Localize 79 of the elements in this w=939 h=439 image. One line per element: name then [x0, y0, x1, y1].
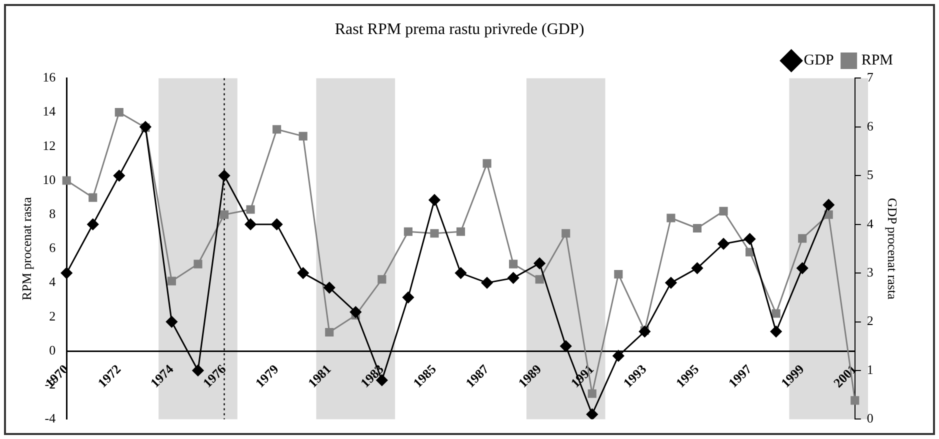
y-tick-label: 6 — [49, 240, 56, 256]
point — [534, 258, 546, 270]
point — [60, 267, 72, 279]
point — [691, 262, 703, 274]
point — [692, 224, 702, 233]
legend-label: GDP — [804, 52, 834, 69]
point — [402, 292, 414, 304]
y2-axis-title: GDP procenat rasta — [884, 198, 900, 300]
point — [481, 277, 493, 289]
point — [87, 218, 99, 230]
y2-tick-label: 1 — [866, 362, 874, 377]
point — [378, 275, 386, 284]
point — [824, 210, 833, 219]
point — [586, 408, 598, 420]
point — [770, 326, 782, 338]
y-tick-label: 0 — [49, 342, 56, 358]
point — [325, 328, 334, 337]
y-tick-label: 2 — [49, 308, 56, 324]
point — [272, 125, 282, 134]
y-tick-label: 12 — [42, 138, 56, 153]
point — [798, 234, 807, 243]
point — [614, 270, 623, 279]
y-tick-label: 10 — [42, 172, 56, 187]
point — [718, 238, 730, 250]
x-tick-label: 1981 — [304, 361, 334, 390]
point — [719, 206, 728, 216]
point — [298, 132, 308, 140]
point — [666, 214, 676, 222]
y2-tick-label: 0 — [866, 410, 874, 426]
point — [113, 170, 125, 182]
point — [588, 389, 596, 398]
point — [194, 260, 202, 268]
y-tick-label: 8 — [49, 206, 56, 222]
point — [62, 176, 71, 185]
y2-tick-label: 6 — [866, 118, 874, 134]
point — [166, 316, 178, 328]
point — [324, 282, 336, 294]
point — [455, 267, 466, 279]
y-tick-label: -4 — [44, 410, 56, 426]
point — [482, 159, 492, 168]
point — [192, 364, 204, 376]
point — [560, 340, 572, 352]
y2-tick-label: 3 — [866, 264, 874, 280]
point — [772, 309, 780, 318]
point — [88, 193, 98, 202]
y-axis-title: RPM procenat rasta — [19, 196, 34, 300]
point — [220, 210, 229, 219]
y-tick-label: 4 — [49, 274, 56, 290]
point — [404, 227, 412, 236]
point — [562, 229, 570, 238]
point — [456, 227, 466, 236]
y2-tick-label: 5 — [866, 167, 874, 182]
point — [218, 170, 230, 182]
point — [744, 233, 756, 245]
y2-tick-label: 2 — [866, 313, 874, 328]
point — [850, 396, 860, 405]
point — [297, 267, 309, 279]
point — [430, 229, 439, 238]
point — [246, 205, 255, 214]
y-tick-label: 16 — [42, 70, 56, 85]
y2-tick-label: 4 — [866, 216, 874, 231]
chart-title: Rast RPM prema rastu privrede (GDP) — [334, 20, 584, 38]
point — [665, 277, 677, 289]
y2-tick-label: 7 — [866, 70, 874, 85]
point — [535, 275, 544, 284]
point — [271, 218, 283, 230]
point — [428, 194, 440, 206]
point — [509, 260, 518, 268]
point — [638, 326, 650, 338]
point — [244, 218, 256, 230]
point — [822, 199, 834, 211]
point — [796, 262, 808, 274]
point — [350, 306, 362, 318]
legend-label: RPM — [861, 52, 894, 69]
point — [508, 272, 520, 284]
y-tick-label: 14 — [42, 104, 56, 119]
point — [167, 276, 176, 286]
point — [114, 108, 124, 117]
point — [612, 350, 624, 362]
